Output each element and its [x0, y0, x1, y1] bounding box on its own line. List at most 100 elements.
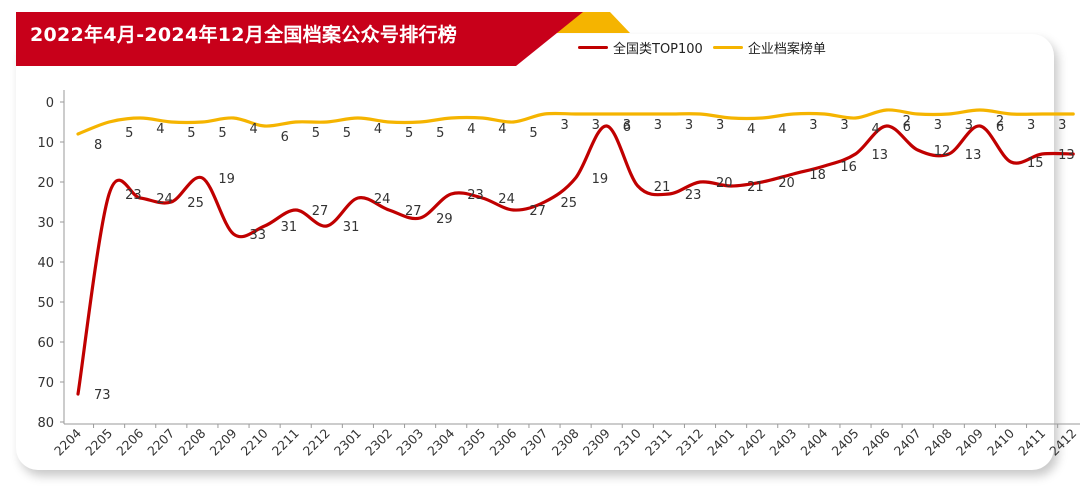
data-label-enterprise: 5	[343, 126, 351, 141]
data-label-enterprise: 3	[965, 118, 973, 133]
data-label-enterprise: 4	[374, 122, 382, 137]
data-label-national: 31	[281, 220, 298, 235]
data-label-enterprise: 3	[685, 118, 693, 133]
y-tick-label: 70	[37, 376, 54, 391]
legend: 全国类TOP100 企业档案榜单	[578, 38, 836, 57]
title-banner	[16, 12, 630, 66]
y-tick-label: 40	[37, 256, 54, 271]
x-tick-label: 2402	[735, 426, 768, 459]
y-tick-label: 0	[46, 96, 54, 111]
y-tick-label: 80	[37, 416, 54, 431]
data-label-national: 25	[187, 196, 204, 211]
x-tick-label: 2412	[1046, 426, 1079, 459]
data-label-national: 31	[343, 220, 360, 235]
x-tick-label: 2305	[455, 426, 488, 459]
data-label-enterprise: 5	[405, 126, 413, 141]
data-label-enterprise: 2	[903, 114, 911, 129]
x-tick-label: 2312	[673, 426, 706, 459]
data-label-national: 6	[623, 120, 631, 135]
data-label-national: 19	[218, 172, 235, 187]
data-label-enterprise: 3	[840, 118, 848, 133]
data-label-enterprise: 8	[94, 138, 102, 153]
x-tick-label: 2301	[331, 426, 364, 459]
x-tick-label: 2211	[269, 426, 302, 459]
data-label-national: 29	[436, 212, 453, 227]
x-tick-label: 2401	[704, 426, 737, 459]
x-tick-label: 2204	[51, 425, 84, 458]
data-label-enterprise: 3	[1027, 118, 1035, 133]
data-label-national: 18	[809, 168, 826, 183]
data-label-enterprise: 4	[250, 122, 258, 137]
x-tick-label: 2409	[953, 425, 986, 458]
data-label-national: 12	[934, 144, 951, 159]
data-label-national: 13	[965, 148, 982, 163]
data-label-enterprise: 3	[654, 118, 662, 133]
data-label-enterprise: 4	[156, 122, 164, 137]
legend-swatch-enterprise	[712, 46, 743, 49]
x-tick-label: 2405	[829, 426, 862, 459]
x-tick-label: 2404	[797, 425, 830, 458]
data-label-national: 6	[903, 120, 911, 135]
data-label-national: 27	[529, 204, 546, 219]
x-tick-label: 2207	[144, 426, 177, 459]
x-tick-label: 2303	[393, 426, 426, 459]
data-label-national: 73	[94, 388, 111, 403]
x-tick-label: 2408	[922, 425, 955, 458]
x-tick-label: 2309	[580, 425, 613, 458]
x-tick-label: 2308	[549, 425, 582, 458]
y-tick-label: 50	[37, 296, 54, 311]
chart-card	[16, 34, 1054, 470]
data-label-enterprise: 3	[561, 118, 569, 133]
data-label-national: 13	[1058, 148, 1075, 163]
data-label-enterprise: 4	[467, 122, 475, 137]
legend-label-enterprise: 企业档案榜单	[747, 42, 826, 57]
legend-swatch-national	[578, 46, 608, 49]
x-tick-label: 2306	[486, 425, 519, 458]
data-label-enterprise: 5	[187, 126, 195, 141]
x-tick-label: 2210	[238, 425, 271, 458]
x-tick-label: 2206	[113, 425, 146, 458]
x-tick-label: 2205	[82, 426, 115, 459]
data-label-national: 24	[498, 192, 515, 207]
x-tick-label: 2407	[891, 426, 924, 459]
data-label-national: 23	[685, 188, 702, 203]
legend-item-enterprise: 企业档案榜单	[712, 38, 826, 57]
data-label-enterprise: 3	[623, 118, 631, 133]
data-label-enterprise: 4	[498, 122, 506, 137]
data-label-enterprise: 3	[934, 118, 942, 133]
y-tick-label: 30	[37, 216, 54, 231]
data-label-enterprise: 3	[1058, 118, 1066, 133]
x-tick-label: 2406	[860, 425, 893, 458]
data-label-national: 21	[654, 180, 671, 195]
y-tick-label: 10	[37, 136, 54, 151]
data-label-national: 20	[716, 176, 733, 191]
data-label-national: 33	[250, 228, 267, 243]
data-label-national: 27	[312, 204, 329, 219]
x-tick-label: 2209	[207, 425, 240, 458]
data-label-enterprise: 5	[218, 126, 226, 141]
data-label-national: 15	[1027, 156, 1044, 171]
data-label-national: 23	[125, 188, 142, 203]
data-label-enterprise: 3	[809, 118, 817, 133]
x-tick-label: 2403	[766, 426, 799, 459]
data-label-enterprise: 2	[996, 114, 1004, 129]
x-tick-label: 2208	[175, 425, 208, 458]
data-label-enterprise: 5	[529, 126, 537, 141]
data-label-national: 13	[872, 148, 889, 163]
data-label-national: 24	[156, 192, 173, 207]
x-tick-label: 2307	[518, 426, 551, 459]
data-label-national: 24	[374, 192, 391, 207]
data-label-national: 20	[778, 176, 795, 191]
x-tick-label: 2212	[300, 426, 333, 459]
x-tick-label: 2304	[424, 425, 457, 458]
data-label-enterprise: 4	[872, 122, 880, 137]
data-label-enterprise: 6	[281, 130, 289, 145]
x-tick-label: 2302	[362, 426, 395, 459]
data-label-enterprise: 5	[436, 126, 444, 141]
x-tick-label: 2411	[1015, 426, 1048, 459]
data-label-national: 6	[996, 120, 1004, 135]
data-label-national: 19	[592, 172, 609, 187]
data-label-enterprise: 4	[778, 122, 786, 137]
data-label-enterprise: 5	[125, 126, 133, 141]
